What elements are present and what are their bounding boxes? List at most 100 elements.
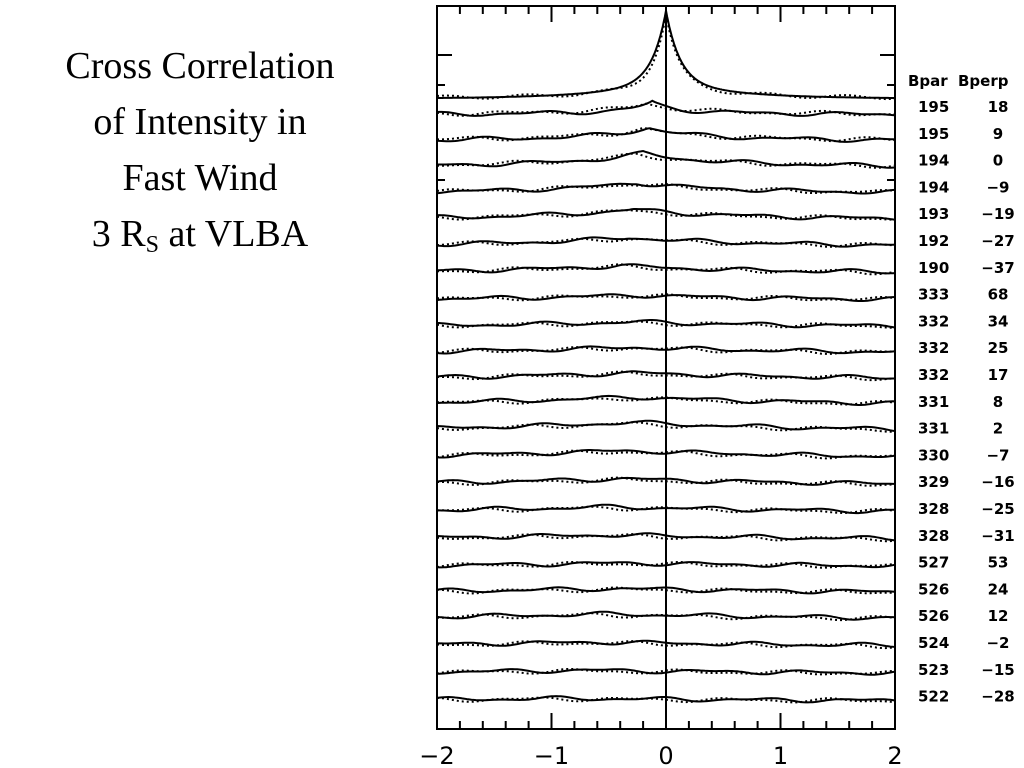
x-tick-label: −1 bbox=[534, 742, 569, 768]
trace-solid bbox=[436, 532, 896, 542]
trace-dotted bbox=[437, 612, 896, 622]
table-cell-bpar: 331 bbox=[918, 393, 949, 411]
table-cell-bpar: 195 bbox=[918, 98, 949, 116]
trace-dotted bbox=[436, 696, 896, 704]
x-tick-label: −2 bbox=[419, 742, 454, 768]
table-cell-bpar: 329 bbox=[918, 473, 949, 491]
table-header-bpar: Bpar bbox=[908, 72, 948, 90]
trace-dotted bbox=[437, 152, 896, 169]
trace-dotted bbox=[436, 102, 895, 117]
trace-dotted bbox=[437, 505, 896, 514]
table-cell-bpar: 332 bbox=[918, 366, 949, 384]
trace-solid bbox=[436, 293, 896, 302]
x-tick-label: 1 bbox=[773, 742, 788, 768]
table-cell-bpar: 522 bbox=[918, 688, 949, 706]
trace-solid bbox=[436, 449, 896, 459]
trace-dotted bbox=[436, 293, 896, 302]
trace-dotted bbox=[436, 320, 896, 329]
table-cell-bpar: 190 bbox=[918, 259, 949, 277]
table-cell-bperp: 18 bbox=[988, 98, 1009, 116]
table-cell-bperp: −9 bbox=[986, 178, 1009, 196]
table-cell-bperp: −2 bbox=[986, 634, 1009, 652]
table-cell-bpar: 331 bbox=[918, 420, 949, 438]
trace-solid bbox=[437, 668, 896, 676]
table-cell-bperp: 25 bbox=[988, 339, 1009, 357]
table-cell-bperp: 12 bbox=[988, 607, 1009, 625]
table-cell-bpar: 194 bbox=[918, 152, 949, 170]
table-cell-bperp: −7 bbox=[986, 446, 1009, 464]
table-cell-bperp: 0 bbox=[993, 152, 1003, 170]
trace-solid bbox=[436, 639, 896, 648]
trace-solid bbox=[436, 394, 896, 406]
table-cell-bperp: −31 bbox=[981, 527, 1014, 545]
table-cell-bpar: 192 bbox=[918, 232, 949, 250]
table-cell-bpar: 527 bbox=[918, 554, 949, 572]
table-cell-bperp: 68 bbox=[988, 286, 1009, 304]
x-tick-label: 0 bbox=[658, 742, 673, 768]
table-cell-bpar: 523 bbox=[918, 661, 949, 679]
trace-solid bbox=[436, 561, 896, 569]
trace-solid bbox=[436, 419, 896, 432]
table-cell-bperp: 24 bbox=[988, 580, 1009, 598]
slide-title: Cross Correlation of Intensity in Fast W… bbox=[10, 38, 390, 262]
table-cell-bperp: 9 bbox=[993, 125, 1003, 143]
baseline-table: Bpar Bperp 195 18 195 9 194 0 194 −9 193 −19 192 −2… bbox=[908, 72, 1015, 706]
trace-dotted bbox=[436, 183, 896, 194]
table-cell-bperp: −28 bbox=[981, 688, 1014, 706]
table-cell-bperp: −27 bbox=[981, 232, 1014, 250]
trace-dotted bbox=[436, 346, 896, 355]
table-cell-bperp: 53 bbox=[988, 554, 1009, 572]
title-line-4-prefix: 3 R bbox=[91, 213, 146, 255]
title-line-3: Fast Wind bbox=[122, 157, 278, 199]
table-cell-bperp: −16 bbox=[981, 473, 1014, 491]
trace-dotted bbox=[437, 586, 896, 595]
table-cell-bpar: 330 bbox=[918, 446, 949, 464]
trace-dotted bbox=[436, 370, 896, 382]
table-cell-bperp: 34 bbox=[988, 312, 1009, 330]
trace-solid bbox=[437, 149, 896, 169]
trace-dotted bbox=[436, 449, 895, 460]
table-cell-bperp: −37 bbox=[981, 259, 1014, 277]
trace-dotted bbox=[436, 237, 896, 248]
trace-solid bbox=[436, 208, 896, 221]
trace-dotted bbox=[436, 533, 896, 543]
table-cell-bperp: 8 bbox=[993, 393, 1003, 411]
title-line-4-suffix: at VLBA bbox=[159, 213, 309, 255]
axis-ticks bbox=[436, 6, 896, 729]
trace-dotted bbox=[436, 209, 895, 221]
table-cell-bpar: 526 bbox=[918, 607, 949, 625]
trace-solid bbox=[436, 370, 895, 380]
x-tick-label: 2 bbox=[887, 742, 902, 768]
table-cell-bpar: 333 bbox=[918, 286, 949, 304]
trace-dotted bbox=[436, 561, 895, 569]
table-cell-bpar: 193 bbox=[918, 205, 949, 223]
trace-solid bbox=[436, 345, 896, 355]
plot-lines bbox=[436, 6, 896, 729]
trace-solid bbox=[437, 319, 896, 329]
title-line-2: of Intensity in bbox=[93, 101, 307, 143]
table-cell-bpar: 328 bbox=[918, 500, 949, 518]
table-cell-bperp: −19 bbox=[981, 205, 1014, 223]
table-cell-bpar: 195 bbox=[918, 125, 949, 143]
table-header-bperp: Bperp bbox=[958, 72, 1009, 90]
table-cell-bpar: 332 bbox=[918, 312, 949, 330]
table-cell-bperp: −25 bbox=[981, 500, 1014, 518]
table-cell-bpar: 194 bbox=[918, 178, 949, 196]
trace-dotted bbox=[437, 126, 896, 143]
trace-solid bbox=[436, 182, 896, 195]
title-line-4: 3 RS at VLBA bbox=[10, 206, 390, 262]
trace-solid bbox=[436, 99, 896, 117]
table-cell-bperp: 2 bbox=[993, 420, 1003, 438]
title-line-1: Cross Correlation bbox=[65, 45, 335, 87]
title-subscript: S bbox=[145, 232, 160, 258]
trace-top-dotted bbox=[436, 14, 896, 101]
trace-dotted bbox=[436, 396, 896, 406]
trace-solid bbox=[436, 263, 896, 275]
table-cell-bpar: 526 bbox=[918, 580, 949, 598]
trace-dotted bbox=[437, 476, 895, 487]
table-cell-bperp: −15 bbox=[981, 661, 1014, 679]
table-cell-bpar: 524 bbox=[918, 634, 949, 652]
table-cell-bpar: 332 bbox=[918, 339, 949, 357]
trace-dotted bbox=[436, 263, 896, 276]
